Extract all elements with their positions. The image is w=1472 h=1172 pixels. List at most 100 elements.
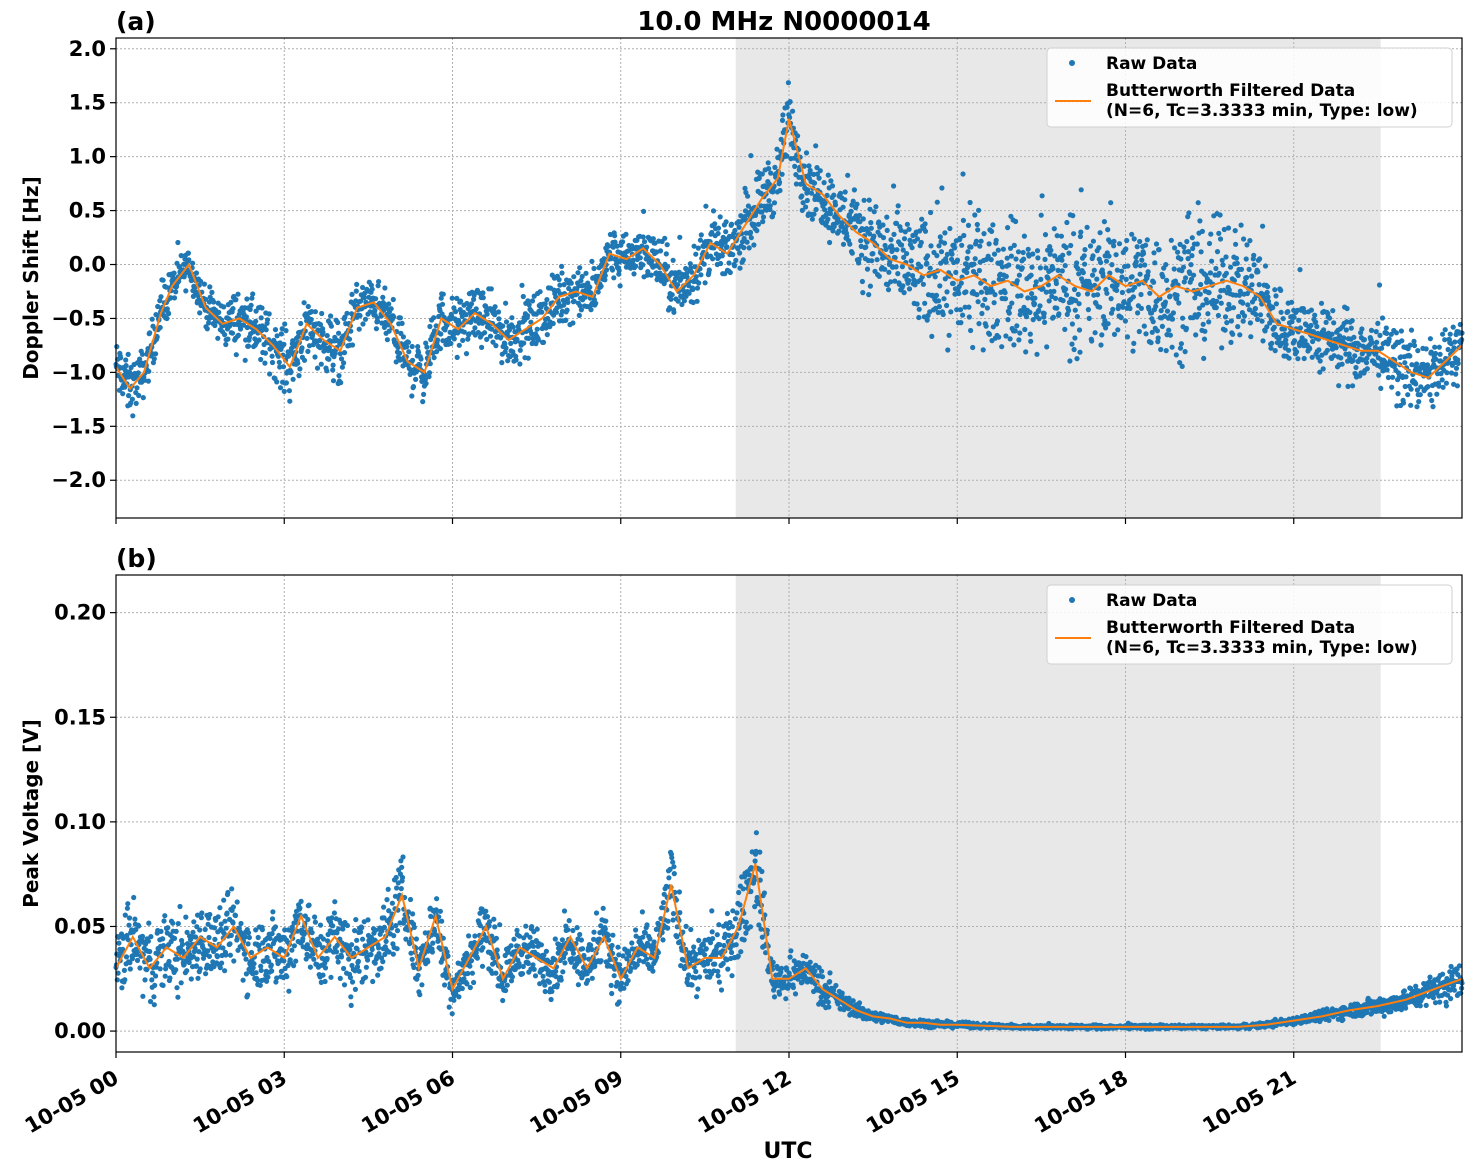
raw-data-point — [382, 285, 388, 291]
raw-data-point — [183, 288, 189, 294]
raw-data-point — [1386, 336, 1392, 342]
raw-data-point — [732, 916, 739, 922]
raw-data-point — [692, 975, 699, 981]
raw-data-point — [206, 320, 212, 326]
raw-data-point — [486, 923, 492, 929]
raw-data-point — [1454, 383, 1460, 389]
raw-data-point — [693, 951, 699, 957]
raw-data-point — [534, 326, 540, 332]
raw-data-point — [391, 314, 397, 320]
raw-data-point — [570, 927, 576, 934]
raw-data-point — [487, 333, 494, 339]
raw-data-point — [306, 902, 312, 908]
raw-data-point — [1152, 260, 1158, 266]
raw-data-point — [679, 301, 685, 308]
raw-data-point — [349, 942, 355, 948]
raw-data-point — [433, 907, 439, 913]
raw-data-point — [184, 968, 190, 974]
raw-data-point — [1379, 315, 1386, 321]
raw-data-point — [968, 244, 974, 250]
raw-data-point — [703, 203, 709, 209]
raw-data-point — [936, 304, 943, 310]
raw-data-point — [1169, 344, 1175, 350]
raw-data-point — [200, 955, 207, 961]
raw-data-point — [934, 199, 940, 205]
raw-data-point — [1442, 337, 1448, 343]
raw-data-point — [488, 286, 494, 292]
raw-data-point — [600, 905, 606, 911]
raw-data-point — [483, 908, 489, 914]
raw-data-point — [725, 966, 731, 972]
raw-data-point — [614, 979, 620, 986]
raw-data-point — [1063, 292, 1070, 298]
raw-data-point — [1317, 369, 1323, 375]
raw-data-point — [415, 972, 421, 979]
raw-data-point — [1388, 331, 1394, 337]
raw-data-point — [123, 363, 129, 369]
raw-data-point — [235, 332, 241, 338]
raw-data-point — [561, 908, 568, 914]
raw-data-point — [1208, 231, 1214, 237]
raw-data-point — [394, 946, 400, 952]
raw-data-point — [1058, 233, 1064, 239]
raw-data-point — [197, 310, 203, 316]
raw-data-point — [428, 913, 434, 920]
raw-data-point — [776, 991, 783, 997]
raw-data-point — [608, 982, 614, 989]
raw-data-point — [900, 247, 906, 253]
raw-data-point — [1014, 323, 1020, 329]
raw-data-point — [1411, 342, 1418, 349]
raw-data-point — [784, 153, 790, 159]
raw-data-point — [233, 352, 239, 358]
raw-data-point — [223, 925, 229, 931]
raw-data-point — [1034, 351, 1040, 357]
raw-data-point — [1343, 327, 1349, 333]
raw-data-point — [1075, 291, 1081, 297]
raw-data-point — [192, 934, 199, 940]
raw-data-point — [664, 242, 670, 248]
raw-data-point — [348, 994, 354, 1000]
raw-data-point — [766, 166, 772, 172]
raw-data-point — [671, 871, 677, 877]
raw-data-point — [230, 306, 236, 312]
raw-data-point — [991, 300, 997, 306]
raw-data-point — [1439, 377, 1445, 383]
raw-data-point — [1197, 218, 1203, 224]
raw-data-point — [148, 934, 154, 940]
raw-data-point — [376, 279, 382, 285]
raw-data-point — [160, 277, 166, 283]
raw-data-point — [1213, 305, 1219, 311]
raw-data-point — [431, 315, 437, 321]
raw-data-point — [1097, 230, 1103, 236]
raw-data-point — [605, 932, 611, 938]
raw-data-point — [248, 949, 255, 956]
raw-data-point — [1360, 357, 1366, 363]
raw-data-point — [1075, 266, 1081, 272]
raw-data-point — [828, 178, 834, 184]
raw-data-point — [670, 257, 676, 263]
raw-data-point — [1158, 346, 1164, 353]
raw-data-point — [1143, 331, 1149, 337]
raw-data-point — [1114, 287, 1120, 293]
raw-data-point — [338, 954, 345, 960]
raw-data-point — [1023, 314, 1030, 320]
raw-data-point — [354, 937, 360, 943]
raw-data-point — [1138, 291, 1144, 298]
raw-data-point — [1004, 255, 1010, 261]
raw-data-point — [733, 942, 739, 948]
raw-data-point — [349, 342, 356, 348]
raw-data-point — [1041, 310, 1047, 317]
raw-data-point — [415, 344, 421, 350]
raw-data-point — [352, 928, 358, 934]
raw-data-point — [341, 965, 347, 972]
raw-data-point — [479, 344, 485, 350]
raw-data-point — [234, 899, 240, 905]
raw-data-point — [615, 944, 621, 950]
raw-data-point — [753, 830, 760, 836]
raw-data-point — [1383, 325, 1389, 331]
raw-data-point — [1455, 360, 1461, 366]
raw-data-point — [1369, 340, 1375, 346]
raw-data-point — [542, 321, 548, 327]
raw-data-point — [337, 351, 343, 357]
raw-data-point — [423, 340, 429, 346]
